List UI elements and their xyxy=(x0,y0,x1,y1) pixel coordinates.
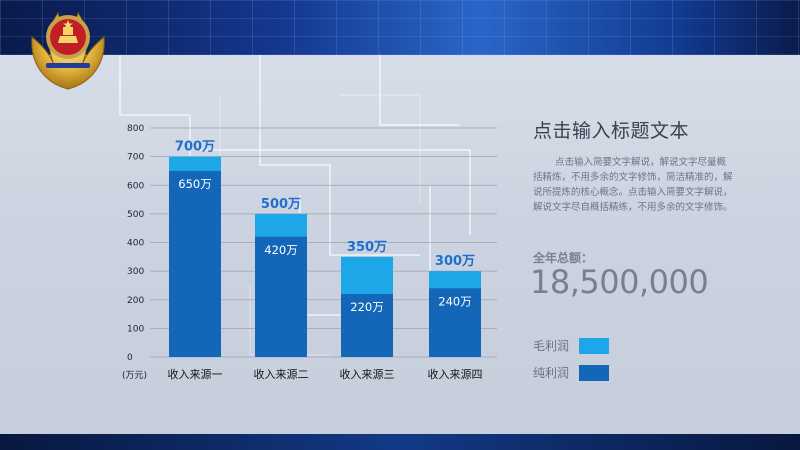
legend-swatch xyxy=(579,364,609,381)
bar-label-net: 220万 xyxy=(350,300,383,314)
header-band xyxy=(0,0,800,55)
legend-label: 纯利润 xyxy=(533,366,570,380)
police-emblem-icon xyxy=(31,11,105,90)
bar-net-profit xyxy=(429,288,481,357)
legend-swatch xyxy=(579,337,609,354)
side-description: 点击输入简要文字解说，解说文字尽量概括精炼，不用多余的文字修饰，简洁精准的，解说… xyxy=(533,157,733,213)
y-tick-label: 600 xyxy=(127,181,144,191)
x-category-label: 收入来源一 xyxy=(168,367,223,381)
x-category-label: 收入来源三 xyxy=(340,367,395,381)
y-tick-label: 0 xyxy=(127,353,133,363)
y-tick-label: 700 xyxy=(127,153,144,163)
side-title: 点击输入标题文本 xyxy=(533,120,690,142)
y-tick-label: 200 xyxy=(127,296,144,306)
bar-label-gross: 700万 xyxy=(175,140,215,155)
footer-band xyxy=(0,434,800,450)
bar-net-profit xyxy=(169,170,221,357)
y-tick-label: 300 xyxy=(127,267,144,277)
y-axis-ticks: 0 100 200 300 400 500 600 700 800 xyxy=(127,124,144,363)
y-tick-label: 500 xyxy=(127,210,144,220)
legend-item-gross: 毛利润 xyxy=(533,337,609,354)
y-tick-label: 400 xyxy=(127,239,144,249)
y-tick-label: 800 xyxy=(127,124,144,134)
x-category-label: 收入来源四 xyxy=(428,367,483,381)
legend-item-net: 纯利润 xyxy=(533,364,609,381)
content-panel xyxy=(0,55,800,434)
legend-label: 毛利润 xyxy=(533,339,570,353)
bars: 700万 650万 500万 420万 350万 220万 300万 240万 xyxy=(169,140,481,357)
bar-label-gross: 300万 xyxy=(435,254,475,269)
bar-label-gross: 350万 xyxy=(347,240,387,255)
x-axis-categories: 收入来源一 收入来源二 收入来源三 收入来源四 xyxy=(168,367,483,381)
bar-net-profit xyxy=(341,294,393,357)
bar-label-net: 420万 xyxy=(264,243,297,257)
total-label: 全年总额： xyxy=(533,251,594,265)
bar-label-net: 650万 xyxy=(178,177,211,191)
total-value: 18,500,000 xyxy=(530,263,709,301)
bar-net-profit xyxy=(255,236,307,357)
y-axis-unit-label: (万元) xyxy=(122,371,147,381)
bar-label-gross: 500万 xyxy=(261,197,301,212)
y-tick-label: 100 xyxy=(127,324,144,334)
bar-label-net: 240万 xyxy=(438,294,471,308)
x-category-label: 收入来源二 xyxy=(254,367,309,381)
